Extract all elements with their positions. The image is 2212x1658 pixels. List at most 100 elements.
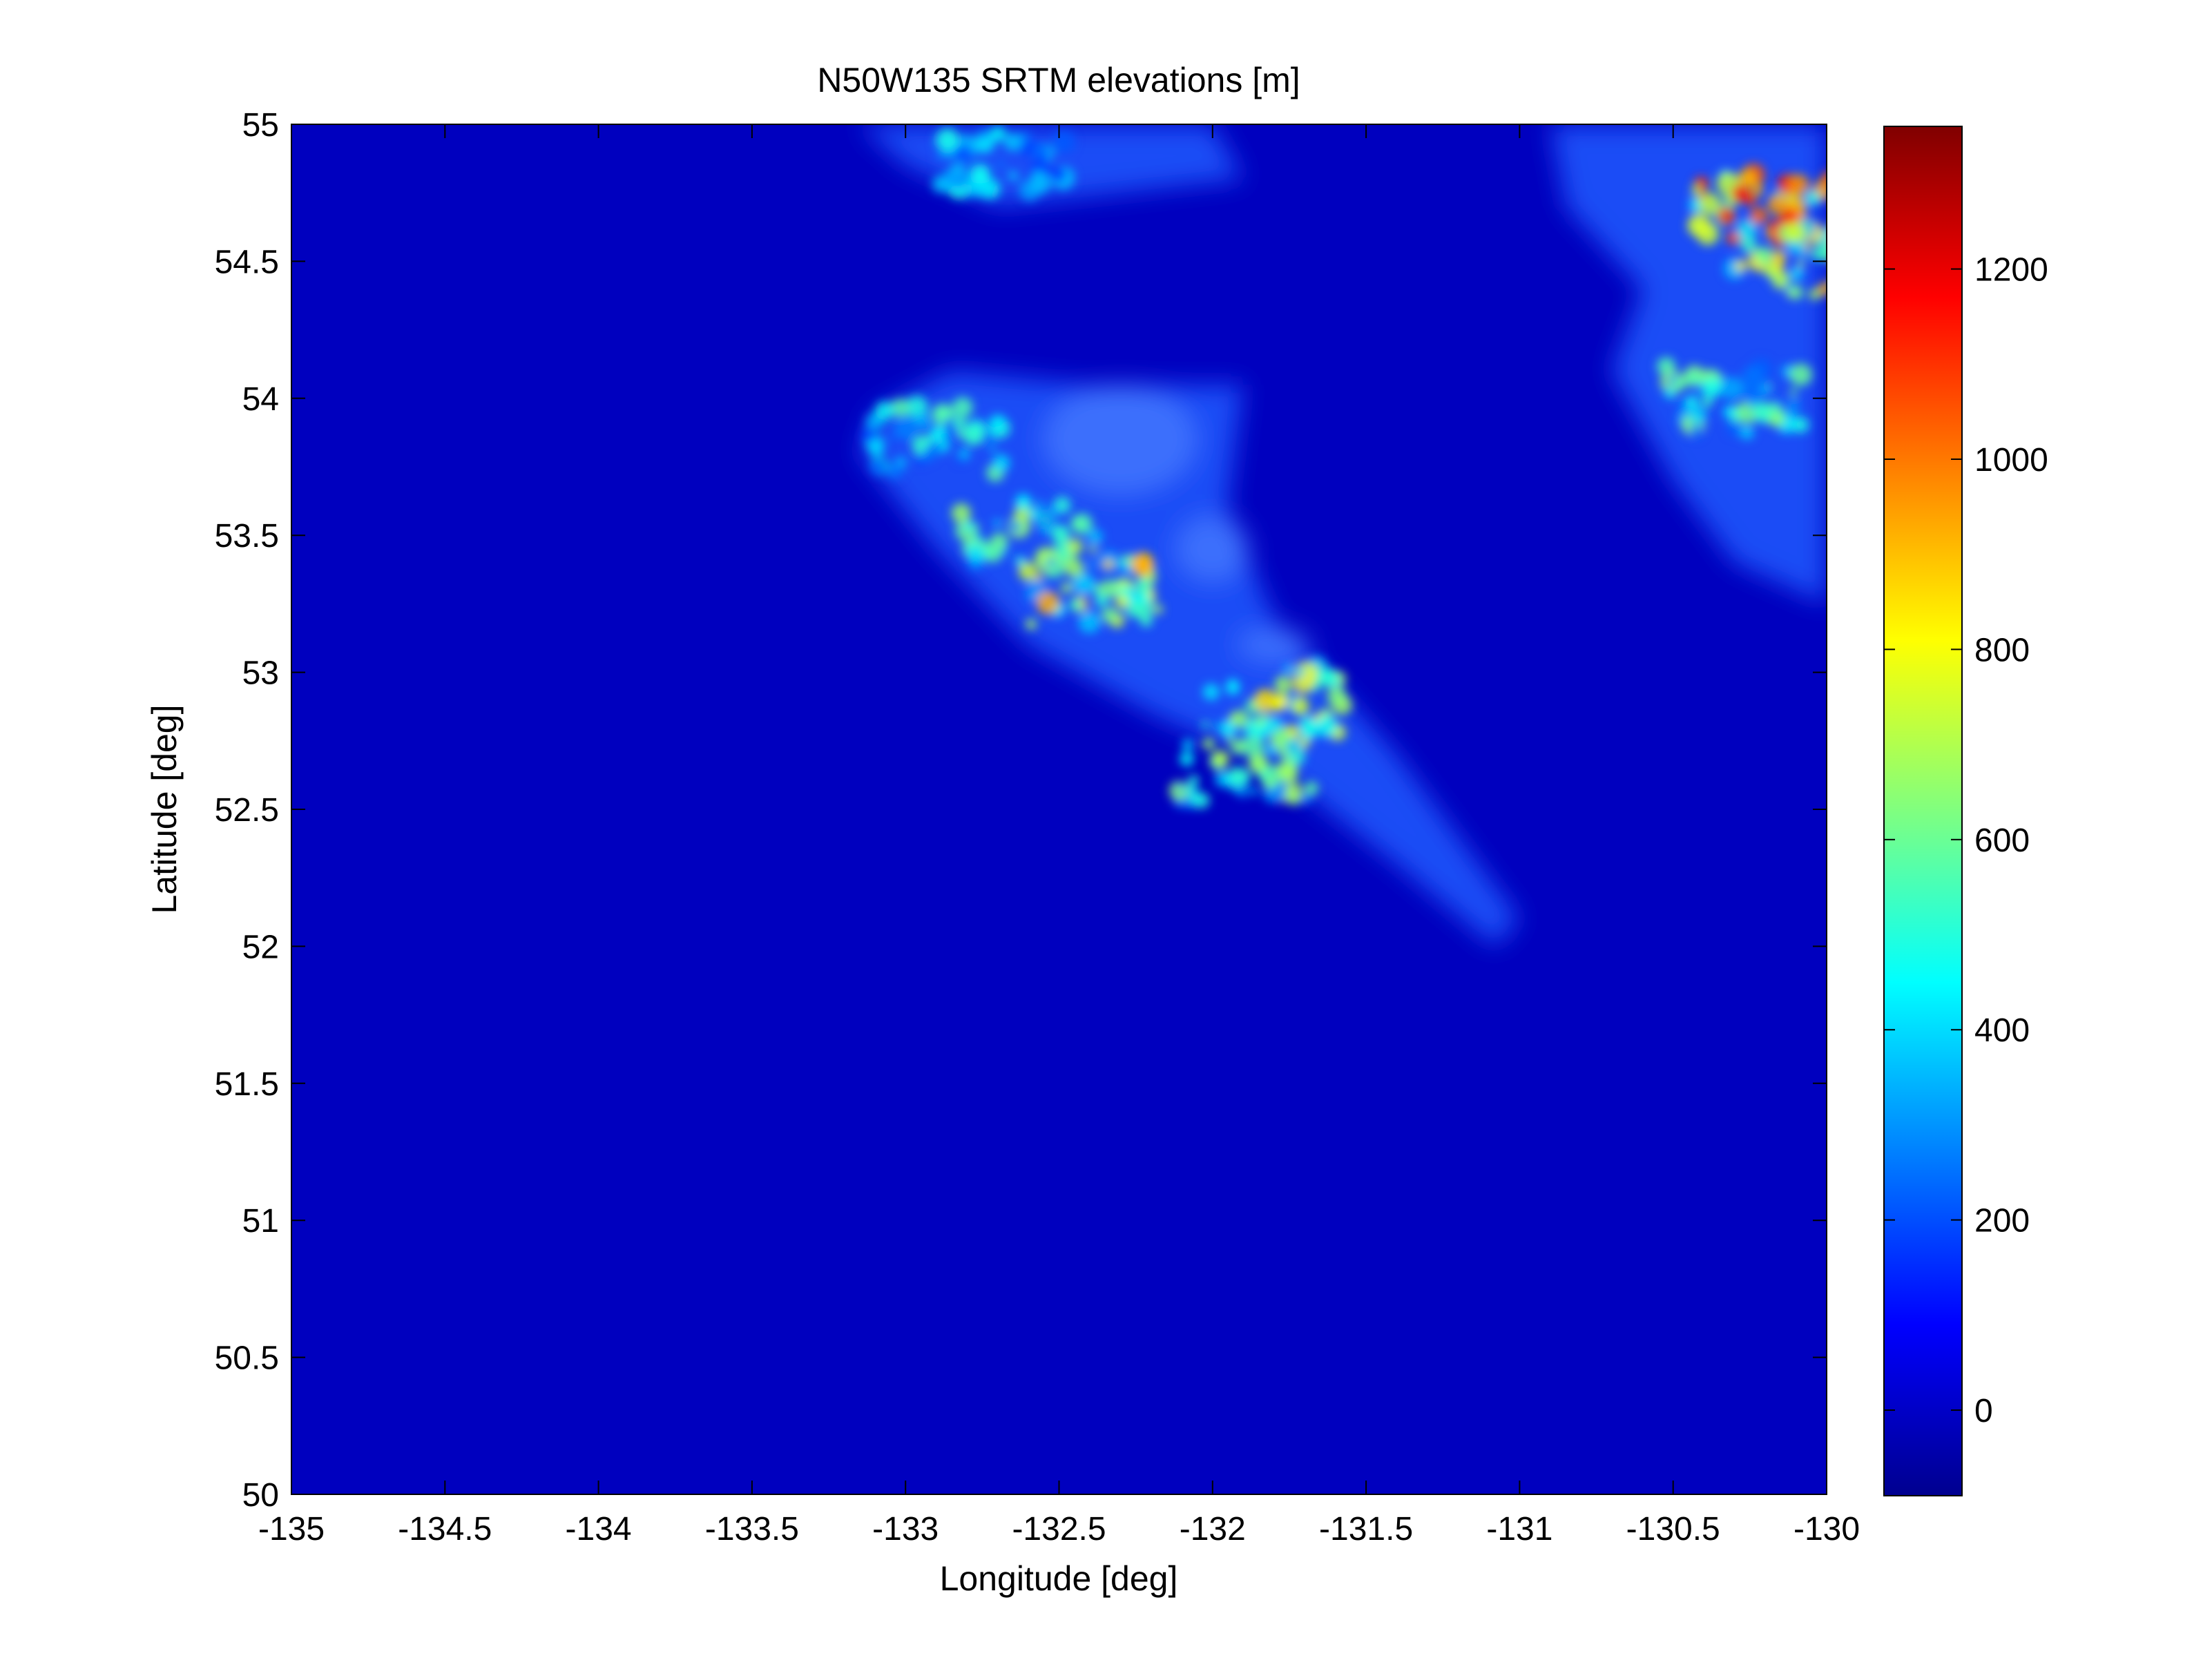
terrain-ridge [1799, 250, 1809, 260]
terrain-ridge [1226, 736, 1233, 744]
terrain-ridge [970, 164, 990, 184]
terrain-ridge [1078, 610, 1101, 633]
terrain-ridge [1805, 191, 1820, 206]
terrain-ridge [1838, 251, 1855, 267]
terrain-ridge [1691, 185, 1702, 196]
chart-title: N50W135 SRTM elevations [m] [817, 61, 1300, 99]
terrain-ridge [1772, 273, 1789, 290]
terrain-ridge [1747, 398, 1757, 408]
terrain-ridge [1856, 260, 1866, 271]
terrain-ridge [1702, 396, 1713, 407]
terrain-ridge [988, 444, 997, 452]
terrain-ridge [1276, 760, 1298, 781]
x-tick-label: -134.5 [398, 1511, 492, 1548]
terrain-ridge [1722, 405, 1735, 418]
terrain-ridge [1168, 780, 1189, 800]
terrain-ridge [1754, 247, 1773, 265]
terrain-ridge [875, 401, 894, 421]
terrain-ridge [905, 396, 928, 418]
terrain-ridge [1789, 285, 1803, 300]
terrain-plateau [1237, 628, 1311, 662]
terrain-ridge [935, 154, 943, 162]
terrain-ridge [943, 167, 964, 189]
terrain-layer [859, 124, 1869, 947]
terrain-ridge [1102, 607, 1118, 624]
terrain-ridge [1830, 220, 1847, 236]
terrain-landmass [1550, 124, 1827, 604]
terrain-ridges [861, 126, 1869, 809]
terrain-ridge [1792, 416, 1809, 433]
terrain-ridge [1831, 247, 1854, 269]
terrain-ridge [1291, 697, 1309, 715]
terrain-ridge [1240, 771, 1251, 782]
terrain-ridge [1153, 604, 1163, 615]
terrain-ridge [1740, 425, 1754, 440]
terrain-ridge [1285, 738, 1302, 755]
terrain-ridge [1820, 171, 1827, 186]
terrain-ridge [1087, 561, 1095, 569]
x-axis: -135 -134.5 -134 -133.5 -133 -132.5 -132 -131.5… [258, 124, 1860, 1548]
terrain-ridge [997, 160, 1005, 168]
terrain-ridge [887, 463, 903, 479]
terrain-ridge [1809, 289, 1820, 300]
terrain-ridge [1134, 577, 1152, 595]
terrain-ridge [1211, 750, 1229, 768]
terrain-ridge [1073, 572, 1095, 595]
y-tick-label: 53.5 [215, 518, 279, 555]
terrain-ridge [1248, 753, 1269, 773]
terrain-ridge [914, 413, 931, 430]
terrain-ridge [953, 144, 972, 164]
terrain-ridge [1720, 376, 1744, 401]
terrain-ridge [1858, 264, 1865, 271]
terrain-ridge [1271, 695, 1287, 712]
terrain-ridge [1695, 383, 1704, 392]
terrain-ridge [990, 126, 1006, 142]
terrain-ridge [973, 533, 981, 541]
terrain-ridge [1837, 275, 1852, 290]
terrain-ridge [963, 424, 984, 446]
terrain-ridge [1767, 193, 1789, 215]
terrain-ridge [1830, 276, 1843, 289]
terrain-ridge [1327, 686, 1347, 706]
terrain-plateau [1175, 516, 1250, 582]
terrain-ridge [1026, 619, 1037, 630]
terrain-ridge [1265, 744, 1277, 755]
x-tick-label: -132 [1180, 1511, 1246, 1548]
terrain-ridge [1225, 680, 1240, 695]
terrain-ridge [970, 523, 979, 532]
terrain-ridge [1253, 688, 1278, 713]
x-tick-label: -131.5 [1319, 1511, 1413, 1548]
terrain-ridge [1189, 792, 1202, 806]
terrain-ridge [1095, 593, 1109, 608]
y-tick-label: 52.5 [215, 792, 279, 829]
terrain-ridge [930, 425, 946, 441]
y-axis-label: Latitude [deg] [145, 704, 184, 914]
x-tick-label: -131 [1486, 1511, 1552, 1548]
heatmap-background [291, 124, 1827, 1494]
terrain-ridge [1231, 710, 1249, 728]
colorbar: 0 200 400 600 800 1000 1200 [1883, 126, 2048, 1496]
terrain-ridge [1787, 399, 1800, 412]
terrain-ridge [1071, 513, 1093, 534]
terrain-ridge [1789, 267, 1804, 281]
terrain-ridge [1797, 260, 1805, 267]
terrain-ridge [1030, 173, 1051, 194]
x-tick-label: -133 [872, 1511, 939, 1548]
terrain-ridge [889, 434, 896, 441]
terrain-ridge [952, 397, 973, 418]
terrain-ridge [1061, 582, 1073, 594]
terrain-ridge [1667, 374, 1677, 384]
terrain-ridge [1315, 715, 1338, 738]
terrain-ridge [1839, 277, 1859, 297]
terrain-ridge [1180, 751, 1195, 767]
y-tick-label: 54.5 [215, 244, 279, 280]
terrain-ridge [1774, 398, 1782, 406]
terrain-ridge [1131, 597, 1154, 619]
terrain-ridge [1099, 579, 1118, 599]
terrain-ridge [1035, 547, 1059, 571]
terrain-ridge [927, 439, 943, 455]
terrain-ridge [1738, 169, 1758, 189]
x-tick-label: -130.5 [1626, 1511, 1720, 1548]
terrain-ridge [1854, 242, 1869, 258]
terrain-ridge [1304, 781, 1319, 796]
